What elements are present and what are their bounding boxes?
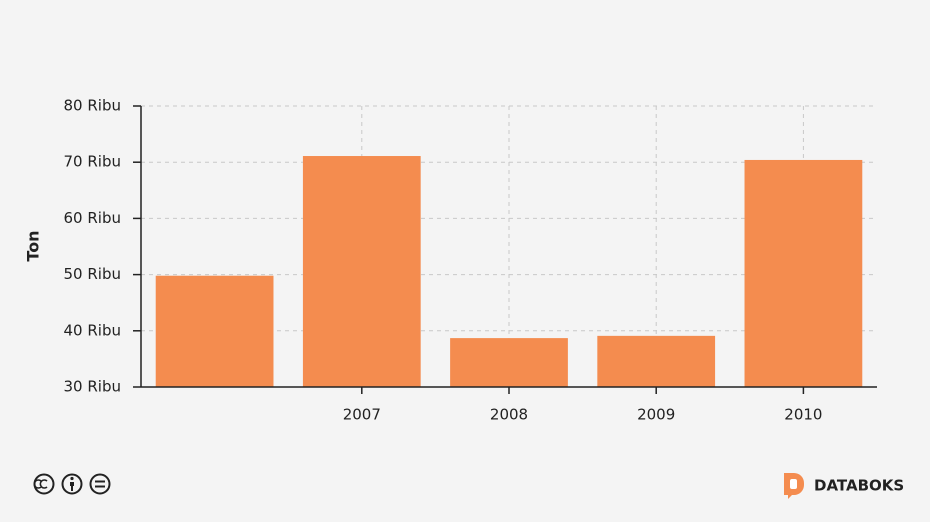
bar: [744, 159, 863, 387]
x-tick-label: 2008: [490, 406, 528, 424]
x-tick-label: 2009: [637, 406, 675, 424]
y-tick-label: 60 Ribu: [64, 209, 121, 227]
bar: [450, 338, 568, 387]
brand-name: DATABOKS: [814, 477, 904, 495]
y-tick-label: 50 Ribu: [64, 265, 121, 283]
cc-icons: [33, 473, 111, 495]
x-tick-label: 2007: [343, 406, 381, 424]
y-tick-label: 70 Ribu: [64, 153, 121, 171]
brand-logo: [784, 473, 804, 499]
bar: [597, 335, 716, 387]
y-axis-label: Ton: [24, 230, 43, 261]
y-tick-label: 40 Ribu: [64, 321, 121, 339]
bar: [155, 275, 274, 387]
y-tick-label: 80 Ribu: [64, 97, 121, 115]
y-tick-label: 30 Ribu: [64, 378, 121, 396]
bar: [302, 156, 421, 387]
x-tick-label: 2010: [784, 406, 822, 424]
